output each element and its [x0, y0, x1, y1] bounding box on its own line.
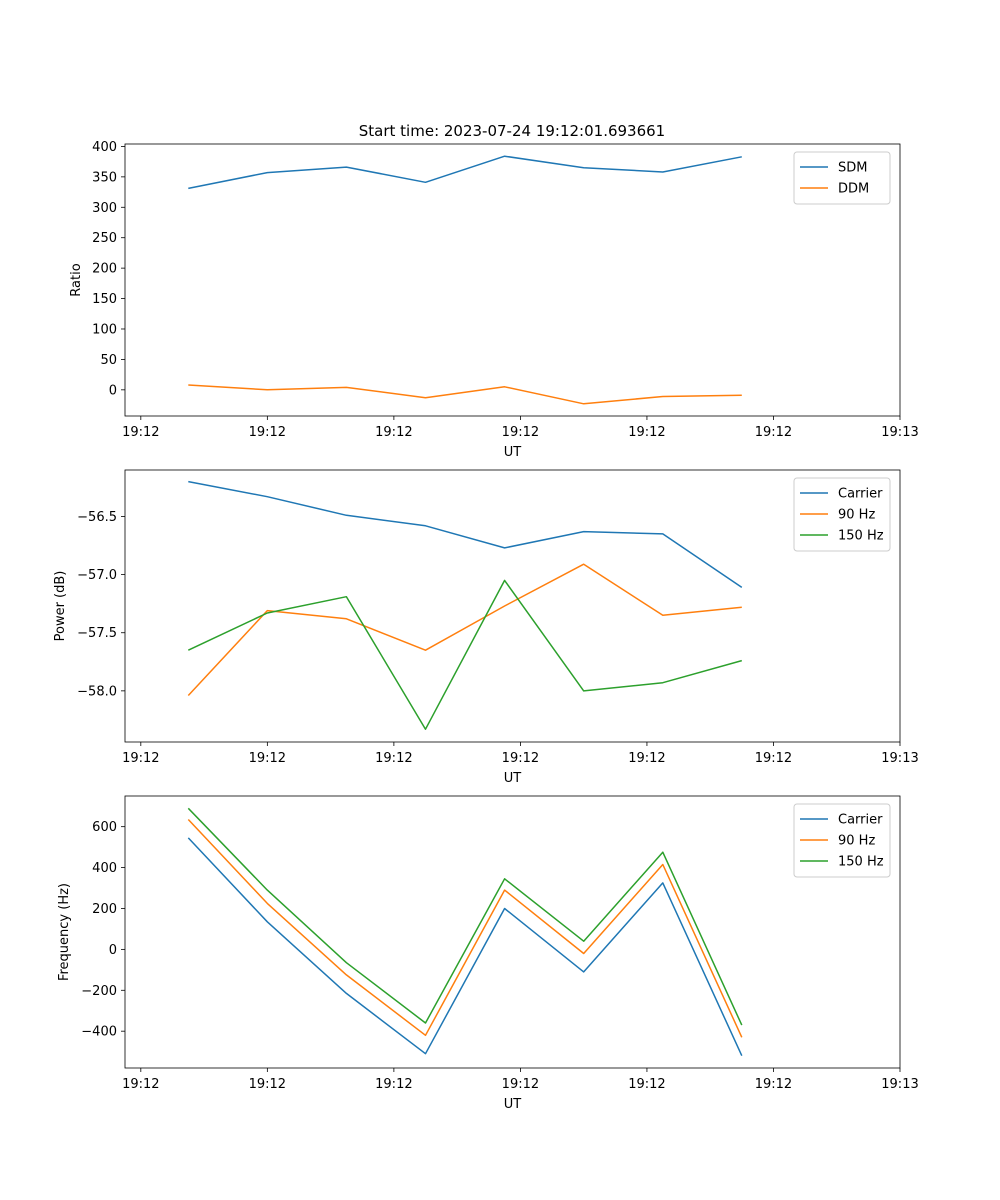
ratio-chart: 19:12 19:12 19:12 19:12 19:12 19:12 19:13 0 50 10… [69, 140, 919, 460]
x-axis-label: UT [504, 1097, 522, 1112]
legend-box [793, 151, 891, 205]
legend-label: Carrier [838, 813, 883, 828]
y-tick-label: −57.5 [77, 626, 117, 641]
y-tick-label: 300 [92, 201, 117, 216]
series-line-carrier [188, 480, 743, 589]
legend-label: 150 Hz [838, 855, 884, 870]
plot-frame [124, 143, 901, 417]
x-tick-label: 19:12 [122, 1077, 159, 1092]
figure-title: Start time: 2023-07-24 19:12:01.693661 [359, 122, 665, 140]
y-tick-label: 200 [92, 902, 117, 917]
y-tick-label: 400 [92, 140, 117, 155]
legend-label: DDM [838, 182, 869, 197]
x-tick-label: 19:12 [628, 751, 665, 766]
frequency-chart: 19:12 19:12 19:12 19:12 19:12 19:12 19:13 −400 −… [57, 795, 919, 1112]
legend: Carrier 90 Hz 150 Hz [793, 803, 891, 878]
x-axis-label: UT [504, 445, 522, 460]
x-tick-label: 19:12 [502, 425, 539, 440]
y-tick-label: 200 [92, 262, 117, 277]
legend: SDM DDM [793, 151, 891, 205]
y-tick-label: 50 [100, 353, 117, 368]
x-tick-label: 19:13 [881, 425, 918, 440]
y-tick-label: 0 [109, 383, 117, 398]
legend-box [793, 477, 891, 552]
x-tick-label: 19:12 [249, 1077, 286, 1092]
series-line-150-hz [187, 579, 743, 730]
legend: Carrier 90 Hz 150 Hz [793, 477, 891, 552]
legend-label: 90 Hz [838, 508, 875, 523]
y-tick-label: 100 [92, 322, 117, 337]
y-tick-label: −400 [81, 1025, 117, 1040]
series-line-sdm [188, 155, 742, 190]
x-tick-label: 19:13 [881, 1077, 918, 1092]
y-tick-label: 150 [92, 292, 117, 307]
series-line-ddm [188, 384, 742, 405]
series-line-carrier [187, 837, 743, 1057]
plot-frame [124, 469, 901, 743]
x-tick-label: 19:12 [755, 751, 792, 766]
x-tick-label: 19:12 [502, 1077, 539, 1092]
y-axis-label: Ratio [69, 263, 84, 296]
series-line-90-hz [187, 818, 743, 1038]
y-tick-label: 350 [92, 170, 117, 185]
x-tick-label: 19:12 [375, 1077, 412, 1092]
x-tick-label: 19:12 [628, 425, 665, 440]
y-tick-label: 0 [109, 943, 117, 958]
plot-frame [124, 795, 901, 1069]
x-tick-label: 19:12 [755, 425, 792, 440]
x-axis-label: UT [504, 771, 522, 786]
x-tick-label: 19:12 [249, 751, 286, 766]
x-tick-label: 19:12 [122, 425, 159, 440]
legend-label: SDM [838, 161, 867, 176]
power-chart: 19:12 19:12 19:12 19:12 19:12 19:12 19:13 −58.0… [53, 469, 919, 786]
x-tick-label: 19:12 [122, 751, 159, 766]
y-tick-label: 250 [92, 231, 117, 246]
y-axis-label: Power (dB) [53, 571, 68, 642]
y-tick-label: −56.5 [77, 510, 117, 525]
y-tick-label: −57.0 [77, 568, 117, 583]
series-line-150-hz [187, 807, 743, 1026]
x-tick-label: 19:12 [755, 1077, 792, 1092]
legend-label: 90 Hz [838, 834, 875, 849]
y-tick-label: 400 [92, 861, 117, 876]
x-tick-label: 19:12 [375, 425, 412, 440]
x-tick-label: 19:12 [502, 751, 539, 766]
legend-label: Carrier [838, 487, 883, 502]
legend-label: 150 Hz [838, 529, 884, 544]
legend-box [793, 803, 891, 878]
x-tick-label: 19:12 [628, 1077, 665, 1092]
y-tick-label: 600 [92, 820, 117, 835]
y-axis-label: Frequency (Hz) [57, 883, 72, 981]
x-tick-label: 19:12 [249, 425, 286, 440]
y-tick-label: −200 [81, 984, 117, 999]
y-tick-label: −58.0 [77, 684, 117, 699]
x-tick-label: 19:13 [881, 751, 918, 766]
series-line-90-hz [187, 563, 742, 697]
x-tick-label: 19:12 [375, 751, 412, 766]
